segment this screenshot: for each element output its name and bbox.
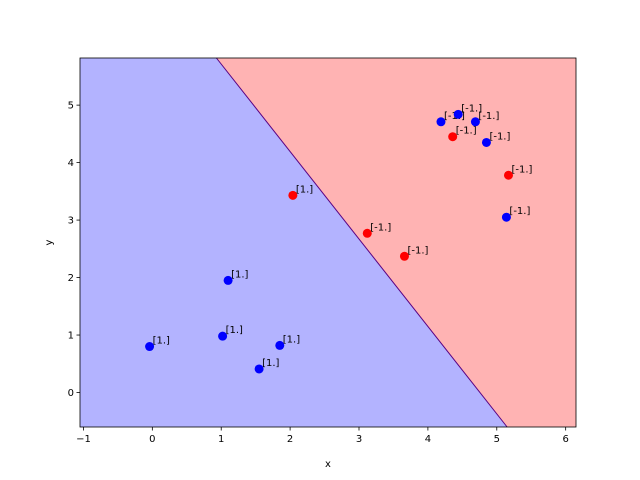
data-point	[275, 340, 285, 350]
y-tick-label: 3	[68, 216, 74, 227]
data-point	[453, 109, 463, 119]
data-point	[503, 170, 513, 180]
data-point	[470, 117, 480, 127]
point-label: [1.]	[296, 184, 313, 195]
data-point	[362, 228, 372, 238]
point-label: [-1.]	[461, 103, 482, 114]
point-label: [-1.]	[456, 126, 477, 137]
x-tick-label: 0	[149, 434, 155, 445]
data-points: [1.][1.][1.][1.][1.][1.][-1.][-1.][-1.][…	[145, 103, 533, 374]
data-point	[448, 132, 458, 142]
data-point	[218, 331, 228, 341]
x-tick-label: 4	[425, 434, 431, 445]
decision-boundary	[216, 57, 508, 428]
data-point	[481, 137, 491, 147]
y-axis: 0 1 2 3 4 5	[68, 101, 80, 399]
x-tick-label: 1	[218, 434, 224, 445]
y-tick-label: 1	[68, 331, 74, 342]
x-tick-label: 2	[287, 434, 293, 445]
point-label: [1.]	[226, 325, 243, 336]
point-label: [-1.]	[407, 245, 428, 256]
y-tick-label: 4	[68, 158, 74, 169]
data-point	[436, 117, 446, 127]
data-point	[501, 212, 511, 222]
point-label: [-1.]	[511, 164, 532, 175]
plot-area	[80, 57, 576, 428]
plot-frame	[79, 57, 577, 428]
data-point	[223, 275, 233, 285]
data-point	[399, 251, 409, 261]
point-label: [-1.]	[370, 222, 391, 233]
x-tick-label: 6	[562, 434, 568, 445]
x-axis: −1 0 1 2 3 4 5 6	[76, 427, 569, 445]
x-tick-label: 3	[356, 434, 362, 445]
point-label: [1.]	[231, 269, 248, 280]
point-label: [1.]	[283, 334, 300, 345]
y-tick-label: 5	[68, 101, 74, 112]
x-axis-label: x	[325, 459, 331, 470]
x-tick-label: 5	[494, 434, 500, 445]
data-point	[254, 364, 264, 374]
point-label: [-1.]	[509, 206, 530, 217]
x-tick-label: −1	[76, 434, 91, 445]
point-label: [1.]	[262, 358, 279, 369]
y-axis-label: y	[44, 239, 55, 245]
data-point	[145, 342, 155, 352]
region-class-positive	[80, 58, 508, 427]
y-tick-label: 0	[68, 388, 74, 399]
data-point	[288, 190, 298, 200]
point-label: [1.]	[153, 336, 170, 347]
region-class-negative	[216, 58, 576, 427]
y-tick-label: 2	[68, 273, 74, 284]
point-label: [-1.]	[489, 131, 510, 142]
point-label: [-1.]	[478, 111, 499, 122]
